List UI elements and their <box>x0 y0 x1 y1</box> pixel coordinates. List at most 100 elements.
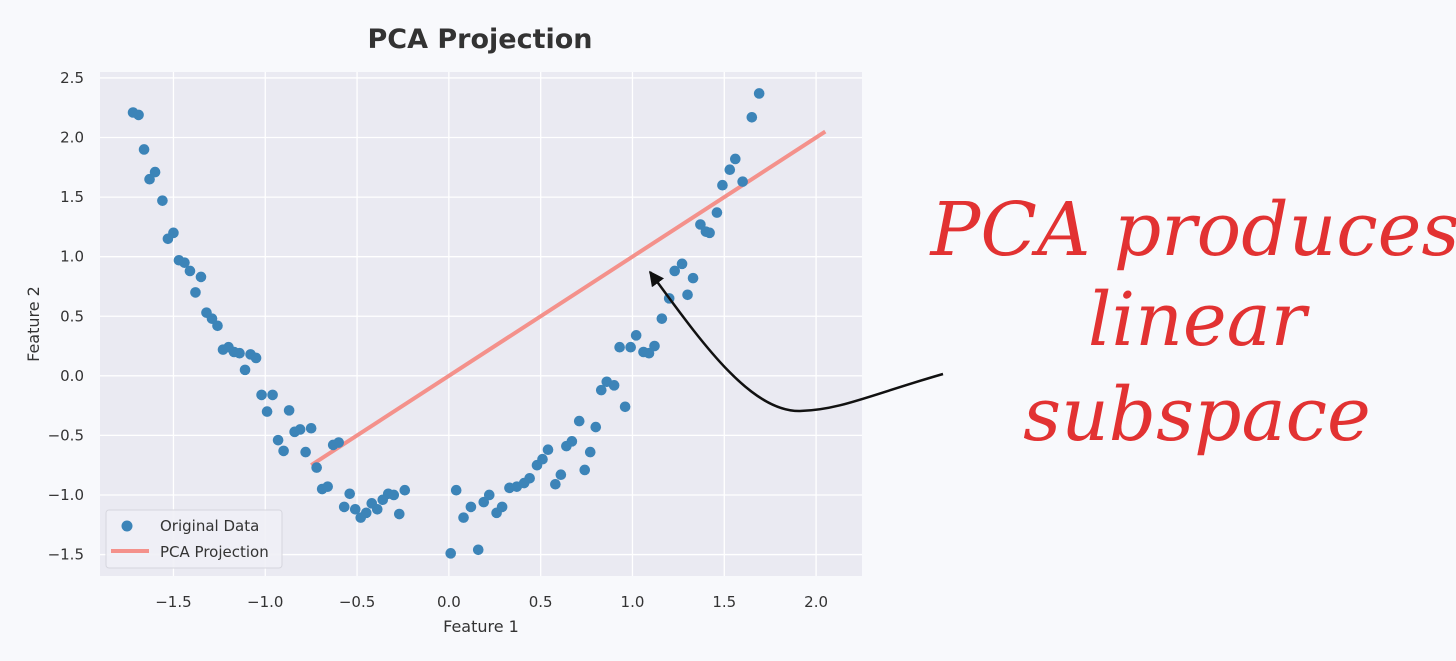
data-point <box>695 219 706 230</box>
data-point <box>555 469 567 481</box>
x-tick-label: −1.0 <box>247 593 283 611</box>
x-tick-label: 2.0 <box>804 593 828 611</box>
data-point <box>676 258 688 270</box>
data-point <box>168 227 179 239</box>
x-tick-label: 0.0 <box>437 593 461 611</box>
data-point <box>614 341 625 353</box>
data-point <box>478 496 490 508</box>
data-point <box>239 364 251 376</box>
data-point <box>393 508 405 520</box>
data-point <box>272 434 284 446</box>
y-tick-label: −0.5 <box>48 426 84 444</box>
data-point <box>537 453 548 465</box>
data-point <box>305 422 317 434</box>
data-point <box>711 207 723 218</box>
legend-label-original-data: Original Data <box>160 517 259 535</box>
data-point <box>267 389 278 401</box>
y-tick-label: −1.0 <box>48 486 84 504</box>
x-tick-label: −0.5 <box>339 593 375 611</box>
data-point <box>746 111 758 123</box>
chart-title: PCA Projection <box>367 24 592 55</box>
data-point <box>283 405 295 416</box>
data-point <box>717 179 728 191</box>
data-point <box>584 446 596 458</box>
x-tick-label: 1.0 <box>621 593 645 611</box>
legend: Original Data PCA Projection <box>105 509 283 569</box>
pca-projection-line <box>310 129 827 467</box>
data-point <box>149 166 161 178</box>
y-tick-label: −1.5 <box>48 546 84 564</box>
data-point <box>590 421 602 433</box>
data-point <box>542 444 554 456</box>
legend-marker-original-data <box>121 520 133 532</box>
annotation-text: PCA produces linear subspace <box>929 187 1456 458</box>
data-point <box>550 478 561 490</box>
data-point <box>388 489 400 501</box>
y-axis-ticks: −1.5 −1.0 −0.5 0.0 0.5 1.0 1.5 2.0 2.5 <box>48 69 84 564</box>
x-tick-label: 1.5 <box>712 593 736 611</box>
data-point <box>333 437 344 448</box>
data-point <box>349 503 361 515</box>
data-point <box>261 406 273 417</box>
data-point <box>458 512 469 523</box>
data-point <box>566 436 578 447</box>
data-point <box>630 330 642 341</box>
data-point <box>579 464 591 476</box>
annotation-arrow <box>648 270 944 413</box>
y-tick-label: 0.5 <box>60 307 84 325</box>
legend-box <box>105 509 283 569</box>
data-point <box>643 347 655 359</box>
data-point <box>294 424 306 435</box>
data-point <box>753 88 765 99</box>
data-point <box>311 462 322 473</box>
data-point <box>179 257 190 268</box>
data-point <box>737 176 748 187</box>
y-tick-label: 1.0 <box>60 248 84 266</box>
y-tick-label: 1.5 <box>60 188 84 206</box>
data-point <box>595 384 607 396</box>
y-tick-label: 2.5 <box>60 69 84 87</box>
x-tick-label: 0.5 <box>529 593 553 611</box>
data-point <box>322 481 333 492</box>
data-point <box>195 271 207 283</box>
annotation-line-2: linear <box>1088 277 1311 363</box>
data-point <box>724 164 736 176</box>
data-point <box>619 401 631 413</box>
data-point <box>687 272 699 284</box>
data-point <box>730 153 741 165</box>
x-axis-label: Feature 1 <box>443 617 519 636</box>
data-point <box>625 341 636 353</box>
data-point <box>682 289 693 301</box>
x-axis-ticks: −1.5 −1.0 −0.5 0.0 0.5 1.0 1.5 2.0 <box>155 593 828 611</box>
data-point <box>190 287 201 298</box>
data-point <box>344 488 356 500</box>
legend-label-pca-projection: PCA Projection <box>160 543 269 561</box>
y-axis-label: Feature 2 <box>24 286 43 362</box>
data-point <box>450 484 462 496</box>
data-point <box>133 109 144 121</box>
data-point <box>573 415 585 427</box>
data-point <box>483 489 495 501</box>
data-point <box>250 352 262 364</box>
data-point <box>669 265 681 277</box>
data-point <box>656 313 668 324</box>
data-point <box>212 320 223 332</box>
scatter-points <box>127 88 765 559</box>
data-point <box>360 507 372 519</box>
data-point <box>144 173 155 185</box>
data-point <box>234 347 245 359</box>
annotation-line-3: subspace <box>1023 372 1371 458</box>
data-point <box>472 544 484 556</box>
annotation-line-1: PCA produces <box>929 187 1456 273</box>
data-point <box>704 227 715 239</box>
data-point <box>496 501 508 513</box>
data-point <box>206 313 218 324</box>
data-point <box>278 445 289 457</box>
data-point <box>184 265 196 277</box>
y-tick-label: 0.0 <box>60 367 84 385</box>
data-point <box>524 472 535 484</box>
data-point <box>399 484 411 496</box>
data-point <box>649 340 660 352</box>
data-point <box>465 501 477 513</box>
